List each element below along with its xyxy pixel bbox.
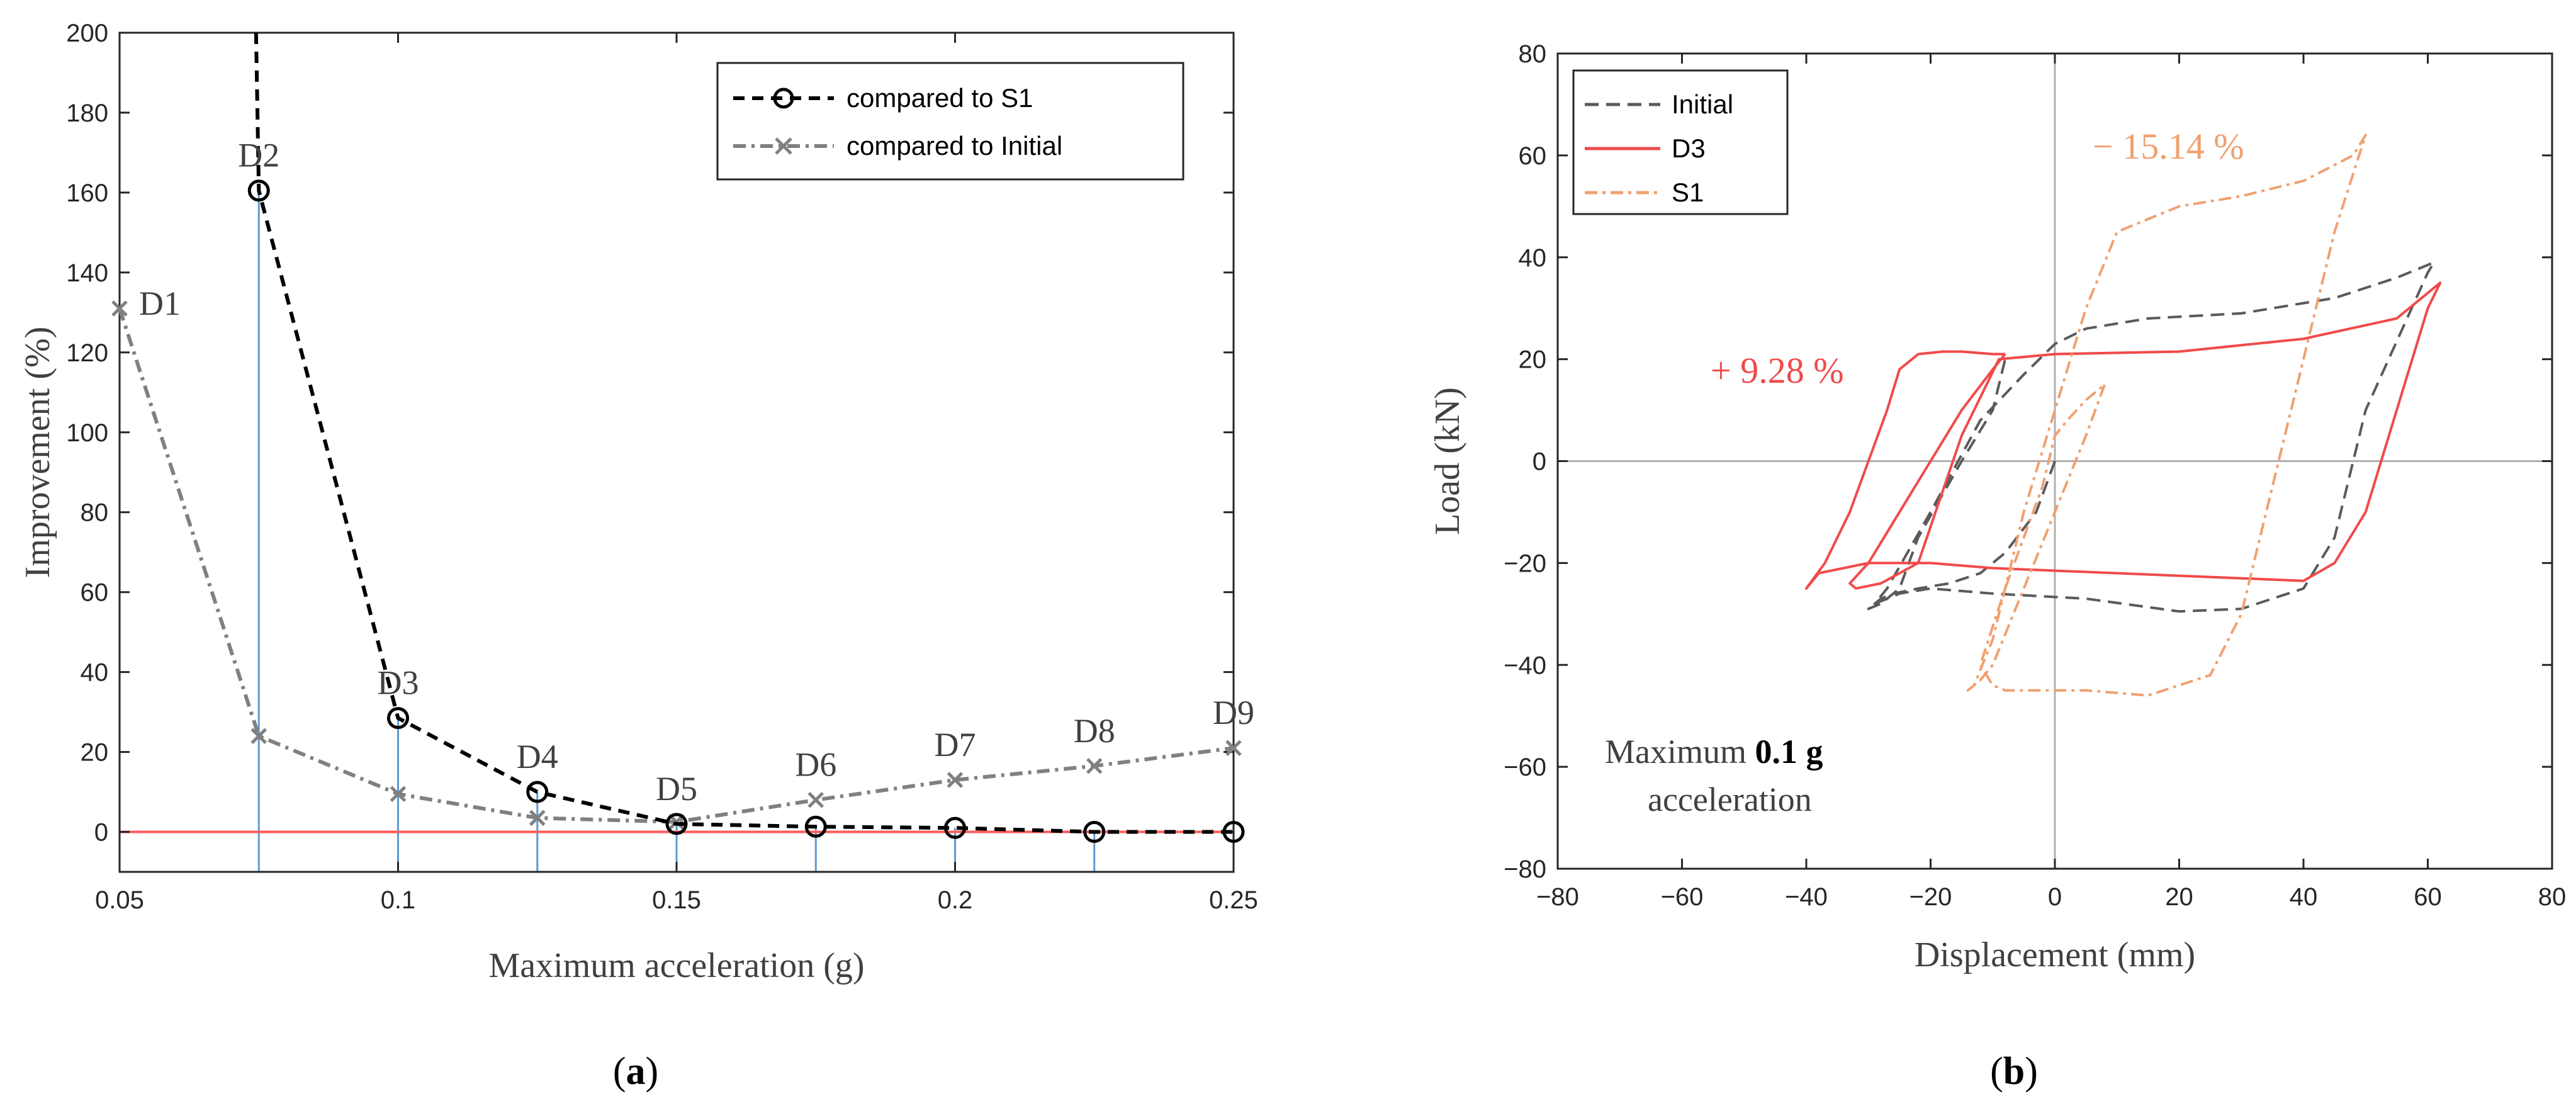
series-line-s1 [254,32,1234,834]
x-tick-label: 0.15 [652,886,701,914]
x-tick-label: −60 [1661,883,1704,911]
legend-label-s1-b: S1 [1672,178,1704,207]
point-s1 [944,816,966,839]
legend-label-initial: compared to Initial [846,131,1062,161]
point-s1 [526,781,549,803]
hysteresis-s1 [1966,133,2367,697]
panel-label-b-letter: b [2003,1050,2025,1093]
y-tick-label: 180 [66,99,108,127]
design-label: D5 [656,770,697,808]
x-tick-label: −40 [1785,883,1828,911]
x-tick-label: 80 [2538,883,2567,911]
legend-marker-circle [773,88,794,109]
point-initial [947,772,964,788]
point-s1 [665,813,688,835]
annotation-d3-change: + 9.28 % [1711,350,1844,391]
chart-a: 0 20 40 60 80 100 120 140 160 180 200 0.05 0.1 0.15 0.… [18,20,1258,985]
design-label: D2 [238,137,279,174]
x-tick-label: 0.2 [938,886,973,914]
panel-label-b: (b) [1990,1050,2038,1093]
y-tick-label: 80 [1519,40,1547,68]
x-tick-label: 0 [2048,883,2062,911]
y-tick-label: 0 [1533,448,1546,476]
y-tick-label: 100 [66,419,108,447]
point-s1 [1222,821,1245,844]
y-tick-label: −80 [1504,855,1546,883]
axis-ticks-a: 0 20 40 60 80 100 120 140 160 180 200 0.05 0.1 0.15 0.… [66,20,1258,914]
y-tick-label: 80 [81,499,109,527]
series-a [111,32,1245,844]
panel-label-a: (a) [613,1050,658,1093]
y-axis-label-b: Load (kN) [1428,387,1467,535]
hysteresis-initial [1867,261,2436,613]
legend-b: Initial D3 S1 [1572,69,1789,215]
annotation-s1-change: − 15.14 % [2093,126,2244,167]
y-tick-label: 20 [1519,346,1547,374]
legend-label-s1: compared to S1 [846,83,1033,113]
y-tick-label: 120 [66,339,108,367]
x-tick-label: 0.05 [95,886,144,914]
x-tick-label: 40 [2290,883,2318,911]
legend-label-d3: D3 [1672,133,1706,163]
point-s1 [247,179,270,202]
design-label: D4 [517,738,558,776]
design-label: D8 [1074,712,1115,750]
x-tick-label: 0.25 [1209,886,1258,914]
y-tick-label: −20 [1504,550,1546,577]
legend-label-initial-b: Initial [1672,89,1733,119]
legend-box-b [1572,69,1789,215]
x-tick-label: 20 [2165,883,2193,911]
design-labels: D1 D2 D3 D4 D5 D6 D7 D8 D9 [139,137,1254,808]
y-tick-label: 40 [81,659,109,687]
annotation-max-prefix: Maximum 0.1 g [1605,733,1823,771]
x-tick-label: 60 [2414,883,2442,911]
y-tick-label: 40 [1519,244,1547,272]
design-label: D7 [935,726,976,764]
y-tick-label: 160 [66,179,108,207]
point-initial [1086,758,1103,774]
point-s1 [387,707,409,730]
stem-lines [257,190,1096,872]
point-initial [250,728,267,744]
series-b [1805,133,2442,697]
panel-label-a-letter: a [626,1050,646,1093]
x-axis-label-a: Maximum acceleration (g) [488,946,864,985]
y-axis-label-a: Improvement (%) [18,327,57,579]
x-tick-label: −80 [1536,883,1579,911]
legend-marker-cross [775,137,792,155]
y-tick-label: 0 [94,819,108,847]
chart-b: −80 −60 −40 −20 0 20 40 60 80 −80 −60 −40 −20 0 20 40 60… [1428,40,2566,974]
point-initial [1225,740,1242,756]
axis-ticks-b: −80 −60 −40 −20 0 20 40 60 80 −80 −60 −40 −20 0 20 40 60… [1504,40,2566,911]
point-initial [807,791,824,808]
design-label: D3 [378,664,419,702]
y-tick-label: 200 [66,20,108,47]
point-s1 [1083,821,1106,844]
legend-box-a [716,62,1184,181]
annotation-max-prefix-text: Maximum [1605,733,1746,771]
x-axis-label-b: Displacement (mm) [1915,935,2195,974]
y-tick-label: 140 [66,259,108,287]
y-tick-label: 20 [81,739,109,767]
x-tick-label: −20 [1910,883,1952,911]
design-label: D1 [139,285,181,322]
annotation-max-value: 0.1 g [1755,733,1823,771]
point-initial [529,810,546,827]
x-tick-label: 0.1 [381,886,416,914]
design-label: D9 [1213,694,1254,731]
y-tick-label: −60 [1504,754,1546,781]
y-tick-label: 60 [1519,142,1547,170]
annotation-max-suffix: acceleration [1648,781,1812,818]
legend-a: compared to S1 compared to Initial [716,62,1184,181]
design-label: D6 [795,746,836,784]
y-tick-label: 60 [81,579,109,607]
point-initial [111,300,128,317]
y-tick-label: −40 [1504,652,1546,679]
hysteresis-d3 [1805,281,2442,590]
point-s1 [804,815,827,838]
annotation-max-accel: Maximum 0.1 g acceleration [1605,733,1823,818]
series-line-initial [118,308,1234,824]
point-initial [390,786,407,802]
